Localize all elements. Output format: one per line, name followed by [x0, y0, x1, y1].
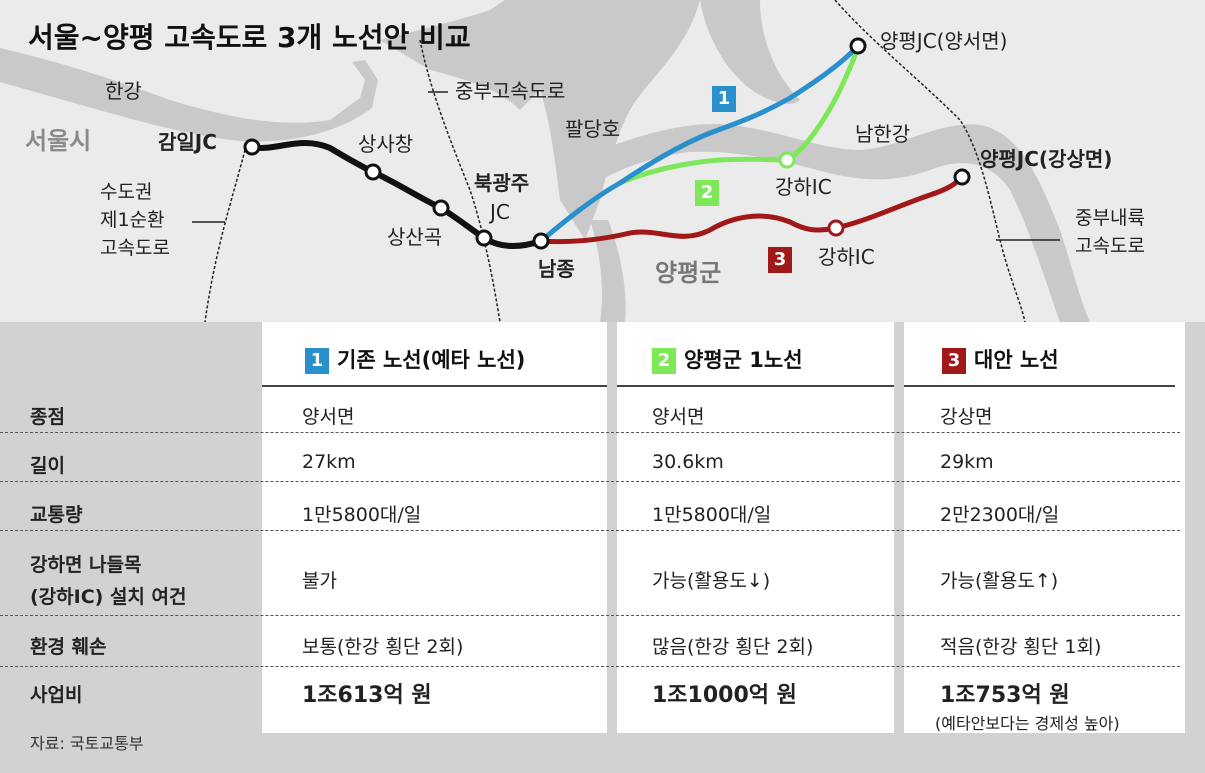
yangseo-jc-node: [849, 37, 867, 55]
bukgwangju-jc-label: JC: [490, 200, 510, 224]
paldang-lake-shape: [540, 0, 700, 240]
sangsangok-label: 상산곡: [387, 225, 443, 249]
cell-cost-3: 1조753억 원: [940, 683, 1070, 708]
cost-note: (예타안보다는 경제성 높아): [935, 714, 1120, 733]
gangha-ic-2-label: 강하IC: [775, 175, 832, 199]
row-label-endpoint: 종점: [30, 406, 65, 428]
ring-label-1: 수도권: [100, 181, 153, 203]
cell-traffic-3: 2만2300대/일: [940, 504, 1060, 526]
cell-environment-1: 보통(한강 횡단 2회): [302, 636, 464, 658]
han-river-label: 한강: [105, 79, 142, 103]
bukgwangju-jc-node: [475, 229, 493, 247]
jungbu-inland-label-1: 중부내륙: [1075, 207, 1145, 229]
column-header-3: 3 대안 노선: [942, 344, 1059, 374]
cell-length-2: 30.6km: [652, 451, 724, 473]
route-map: 서울~양평 고속도로 3개 노선안 비교 한강 서울시 감일JC 상사창 상산곡…: [0, 0, 1205, 322]
column-1-bg: [262, 322, 607, 733]
cell-length-3: 29km: [940, 451, 994, 473]
jungbu-expressway-line: [419, 39, 501, 322]
gangil-jc-label: 감일JC: [158, 130, 217, 154]
gangha-ic-2-node: [778, 151, 796, 169]
route-1-badge: 1: [712, 86, 736, 112]
jungbu-expressway-label: 중부고속도로: [455, 79, 566, 103]
cell-cost-2: 1조1000억 원: [652, 683, 797, 708]
route-2-badge: 2: [695, 180, 719, 206]
yangpyeong-gun-label: 양평군: [655, 259, 722, 287]
route-3-badge: 3: [768, 247, 792, 273]
cell-endpoint-2: 양서면: [652, 406, 705, 428]
row-label-cost: 사업비: [30, 684, 83, 706]
gangsang-jc-node: [953, 168, 971, 186]
yangseo-jc-label: 양평JC(양서면): [880, 29, 1008, 53]
han-river-shape: [0, 48, 378, 142]
cell-ic-1: 불가: [302, 570, 337, 592]
cell-environment-3: 적음(한강 횡단 1회): [940, 636, 1102, 658]
cell-endpoint-3: 강상면: [940, 406, 993, 428]
column-header-1: 1 기존 노선(예타 노선): [305, 344, 525, 374]
map-drawing: [0, 0, 1090, 322]
river-branch: [590, 220, 626, 322]
ring-label-3: 고속도로: [100, 237, 170, 259]
ring-label-2: 제1순환: [100, 209, 165, 231]
header-badge-2: 2: [652, 348, 676, 374]
cell-environment-2: 많음(한강 횡단 2회): [652, 636, 814, 658]
source-note: 자료: 국토교통부: [30, 734, 144, 753]
column-header-2: 2 양평군 1노선: [652, 344, 803, 374]
cell-length-1: 27km: [302, 451, 356, 473]
comparison-table: 1 기존 노선(예타 노선) 2 양평군 1노선 3 대안 노선 종점 양서면 양서면…: [0, 322, 1205, 773]
namjong-label: 남종: [538, 257, 575, 281]
nam-han-river-shape: [600, 124, 1090, 322]
cell-traffic-1: 1만5800대/일: [302, 504, 422, 526]
row-label-length: 길이: [30, 455, 65, 477]
cell-traffic-2: 1만5800대/일: [652, 504, 772, 526]
river-upper: [380, 0, 640, 110]
row-label-traffic: 교통량: [30, 504, 83, 526]
route-3-line: [538, 174, 965, 245]
river-north: [700, 0, 800, 104]
namjong-node: [532, 232, 550, 250]
jungbu-inland-label-2: 고속도로: [1075, 235, 1145, 257]
column-3-bg: [904, 322, 1185, 733]
gangha-ic-3-label: 강하IC: [818, 245, 875, 269]
ring-expressway-line: [204, 149, 246, 322]
row-label-environment: 환경 훼손: [30, 636, 107, 658]
row-label-ic-1: 강하면 나들목: [30, 554, 142, 576]
column-2-bg: [617, 322, 894, 733]
header-badge-1: 1: [305, 348, 329, 374]
sangsachang-node: [364, 163, 382, 181]
gangsang-jc-label: 양평JC(강상면): [980, 147, 1113, 171]
paldang-lake-label: 팔당호: [565, 117, 621, 141]
cell-ic-3: 가능(활용도↑): [940, 570, 1059, 592]
header-badge-3: 3: [942, 348, 966, 374]
cell-endpoint-1: 양서면: [302, 406, 355, 428]
gangil-jc-node: [243, 138, 261, 156]
route-1-line: [538, 43, 861, 244]
gangha-ic-3-node: [827, 219, 845, 237]
cell-cost-1: 1조613억 원: [302, 683, 432, 708]
row-label-ic-2: (강하IC) 설치 여건: [30, 586, 187, 608]
jungbu-inland-line: [834, 0, 1026, 322]
seoul-label: 서울시: [25, 127, 92, 155]
nam-han-river-label: 남한강: [855, 122, 911, 146]
sangsachang-label: 상사창: [358, 132, 414, 156]
map-title: 서울~양평 고속도로 3개 노선안 비교: [28, 21, 471, 54]
bukgwangju-label: 북광주: [474, 171, 530, 195]
cell-ic-2: 가능(활용도↓): [652, 570, 771, 592]
sangsangok-node: [432, 199, 450, 217]
